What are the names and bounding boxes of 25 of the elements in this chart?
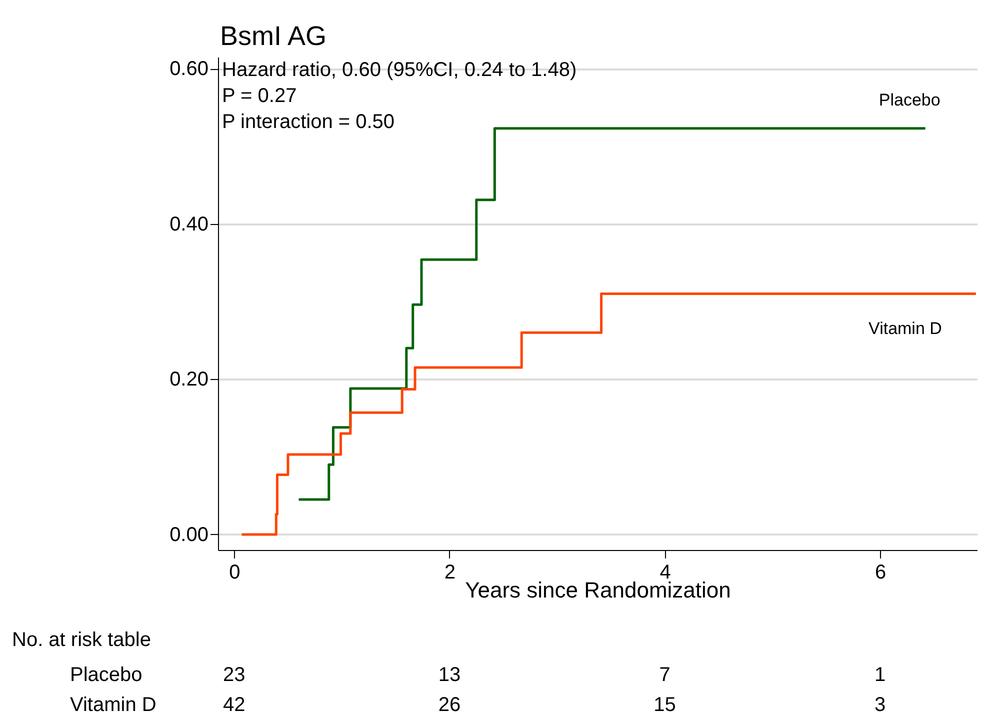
- text: Vitamin D: [70, 694, 156, 716]
- y-tick-label: 0.60: [170, 58, 208, 80]
- series-label: Placebo: [878, 90, 940, 110]
- text: 23: [223, 664, 246, 686]
- annotation: P = 0.27: [222, 85, 297, 107]
- text: 1: [874, 664, 886, 686]
- chart-title: BsmI AG: [220, 21, 327, 51]
- annotation: Hazard ratio, 0.60 (95%CI, 0.24 to 1.48): [222, 59, 577, 81]
- text: 3: [874, 694, 886, 716]
- text: 26: [438, 694, 461, 716]
- text: Placebo: [70, 664, 142, 686]
- text: 15: [654, 694, 676, 716]
- annotation: P interaction = 0.50: [222, 111, 395, 133]
- x-axis-title: Years since Randomization: [465, 578, 731, 602]
- x-tick-label: 2: [444, 562, 456, 584]
- text: 7: [659, 664, 670, 686]
- x-tick-label: 6: [875, 562, 886, 584]
- text: 13: [438, 664, 461, 686]
- text: 42: [223, 694, 246, 716]
- x-tick-label: 0: [229, 562, 240, 584]
- y-tick-label: 0.40: [170, 213, 208, 236]
- y-tick-label: 0.20: [170, 368, 208, 391]
- y-tick-label: 0.00: [170, 524, 208, 546]
- text: No. at risk table: [12, 629, 151, 651]
- series-label: Vitamin D: [868, 318, 942, 338]
